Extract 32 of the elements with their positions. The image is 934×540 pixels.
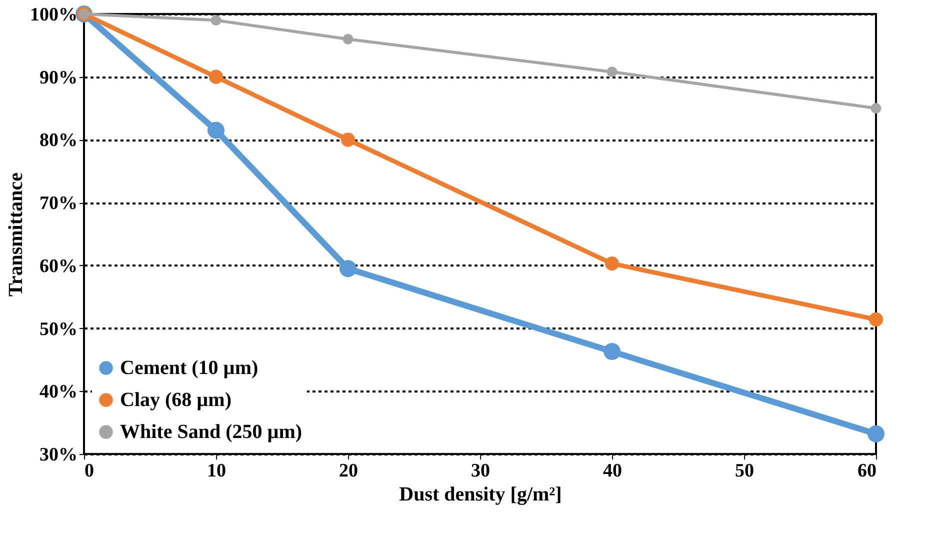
x-tick-label: 0 — [84, 460, 94, 482]
x-tick-label: 10 — [207, 460, 226, 482]
legend-label: White Sand (250 µm) — [120, 421, 302, 443]
x-tick-label: 30 — [471, 460, 490, 482]
point — [867, 425, 885, 442]
point — [340, 132, 356, 147]
point — [603, 343, 621, 360]
x-tick-label: 40 — [603, 460, 622, 482]
point — [342, 34, 354, 44]
y-tick-label: 80% — [40, 130, 78, 152]
y-tick-label: 50% — [40, 318, 78, 340]
legend-label: Clay (68 µm) — [120, 389, 232, 411]
x-axis-title: Dust density [g/m²] — [399, 484, 562, 506]
y-tick-label: 100% — [30, 4, 78, 26]
x-tick-label: 60 — [858, 460, 876, 482]
y-axis-title: Transmittance — [5, 172, 27, 297]
legend-label: Cement (10 µm) — [120, 357, 258, 379]
y-tick-label: 90% — [40, 67, 78, 88]
y-tick-label: 60% — [40, 256, 78, 277]
y-tick-label: 40% — [40, 382, 78, 403]
point — [339, 260, 357, 278]
point — [870, 103, 882, 114]
x-tick-label: 50 — [735, 460, 754, 482]
point — [604, 256, 620, 271]
point — [868, 312, 884, 327]
x-tick-label: 20 — [339, 460, 358, 482]
point — [207, 122, 225, 139]
y-tick-label: 70% — [40, 193, 78, 214]
point — [208, 70, 224, 84]
point — [210, 15, 222, 26]
point — [606, 66, 618, 78]
y-tick-label: 30% — [40, 444, 78, 466]
